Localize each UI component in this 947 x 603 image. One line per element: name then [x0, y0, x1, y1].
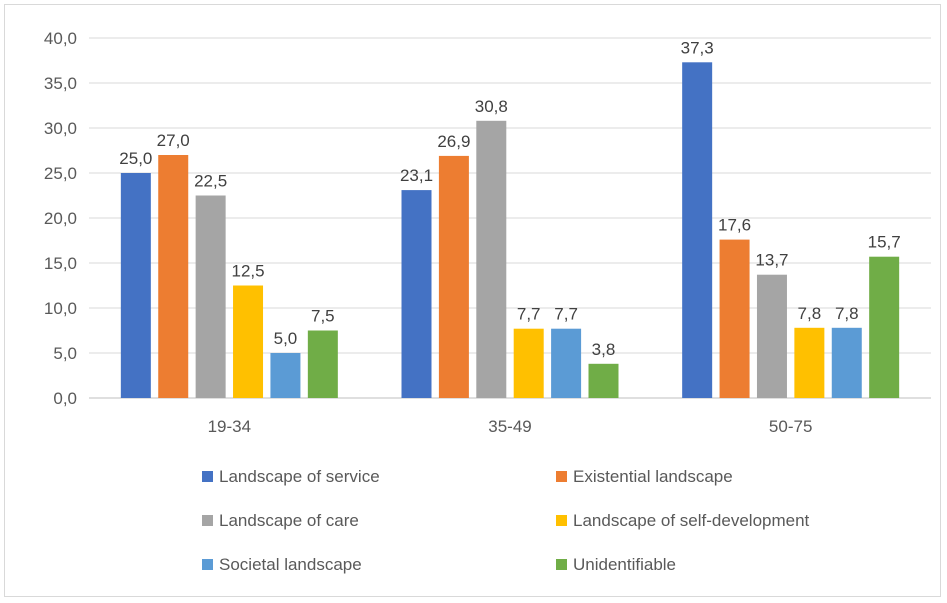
- data-label: 22,5: [194, 172, 227, 191]
- bar: [719, 239, 750, 398]
- data-label: 27,0: [157, 131, 190, 150]
- bar: [195, 195, 226, 398]
- bars: [120, 62, 900, 399]
- y-tick-label: 5,0: [53, 344, 77, 363]
- y-tick-label: 40,0: [44, 29, 77, 48]
- x-tick-label: 50-75: [769, 417, 812, 436]
- legend-swatch: [202, 471, 213, 482]
- bar: [270, 353, 301, 398]
- bar: [682, 62, 713, 399]
- x-tick-label: 35-49: [488, 417, 531, 436]
- y-axis-ticks: 0,0 5,0 10,0 15,0 20,0 25,0 30,0 35,0 40,0: [44, 29, 77, 408]
- data-label: 7,7: [517, 305, 541, 324]
- bar: [307, 330, 338, 398]
- legend-entry: Landscape of care: [219, 511, 359, 530]
- data-label: 25,0: [119, 149, 152, 168]
- data-label: 3,8: [592, 340, 616, 359]
- data-label: 7,8: [835, 304, 859, 323]
- legend-entry: Unidentifiable: [573, 555, 676, 574]
- legend-swatch: [556, 515, 567, 526]
- x-axis-categories: 19-34 35-49 50-75: [208, 417, 813, 436]
- data-label: 12,5: [231, 262, 264, 281]
- bar: [588, 363, 619, 398]
- y-tick-label: 15,0: [44, 254, 77, 273]
- bar: [438, 155, 469, 398]
- bar: [756, 274, 787, 398]
- data-label: 5,0: [274, 329, 298, 348]
- legend-swatch: [556, 559, 567, 570]
- bar: [476, 120, 507, 399]
- gridlines: [89, 37, 931, 399]
- bar: [513, 328, 544, 398]
- data-labels: 25,0 27,0 22,5 12,5 5,0 7,5 23,126,9 30,8 7,7 7,7…: [119, 38, 901, 359]
- bar: [233, 285, 264, 398]
- bar: [120, 173, 151, 398]
- legend-entry: Existential landscape: [573, 467, 733, 486]
- data-label: 15,7: [868, 233, 901, 252]
- data-label: 37,3: [681, 38, 714, 57]
- bar: [869, 256, 900, 398]
- bar-chart: 0,05,010,015,020,025,030,035,040,0 25,02…: [44, 29, 931, 574]
- legend-swatch: [202, 559, 213, 570]
- legend-swatch: [202, 515, 213, 526]
- y-tick-label: 10,0: [44, 299, 77, 318]
- bar: [158, 155, 189, 398]
- data-label: 7,7: [554, 305, 578, 324]
- data-label: 23,1: [400, 166, 433, 185]
- y-tick-label: 35,0: [44, 74, 77, 93]
- bar: [401, 190, 432, 398]
- data-label: 17,6: [718, 216, 751, 235]
- data-label: 7,5: [311, 307, 335, 326]
- legend-entry: Societal landscape: [219, 555, 362, 574]
- bar: [831, 327, 862, 398]
- y-tick-label: 20,0: [44, 209, 77, 228]
- legend-entry: Landscape of self-development: [573, 511, 810, 530]
- legend: Landscape of service Existential landscap…: [202, 467, 810, 574]
- bar: [551, 328, 582, 398]
- bar: [794, 327, 825, 398]
- chart-area: 0,0 5,0 10,0 15,0 20,0 25,0 30,0 35,0 40,0 25,0 2…: [4, 4, 941, 597]
- y-tick-label: 0,0: [53, 389, 77, 408]
- x-tick-label: 19-34: [208, 417, 251, 436]
- y-tick-label: 25,0: [44, 164, 77, 183]
- data-label: 30,8: [475, 97, 508, 116]
- legend-swatch: [556, 471, 567, 482]
- y-tick-label: 30,0: [44, 119, 77, 138]
- data-label: 13,7: [755, 251, 788, 270]
- data-label: 7,8: [798, 304, 822, 323]
- data-label: 26,9: [437, 132, 470, 151]
- legend-entry: Landscape of service: [219, 467, 380, 486]
